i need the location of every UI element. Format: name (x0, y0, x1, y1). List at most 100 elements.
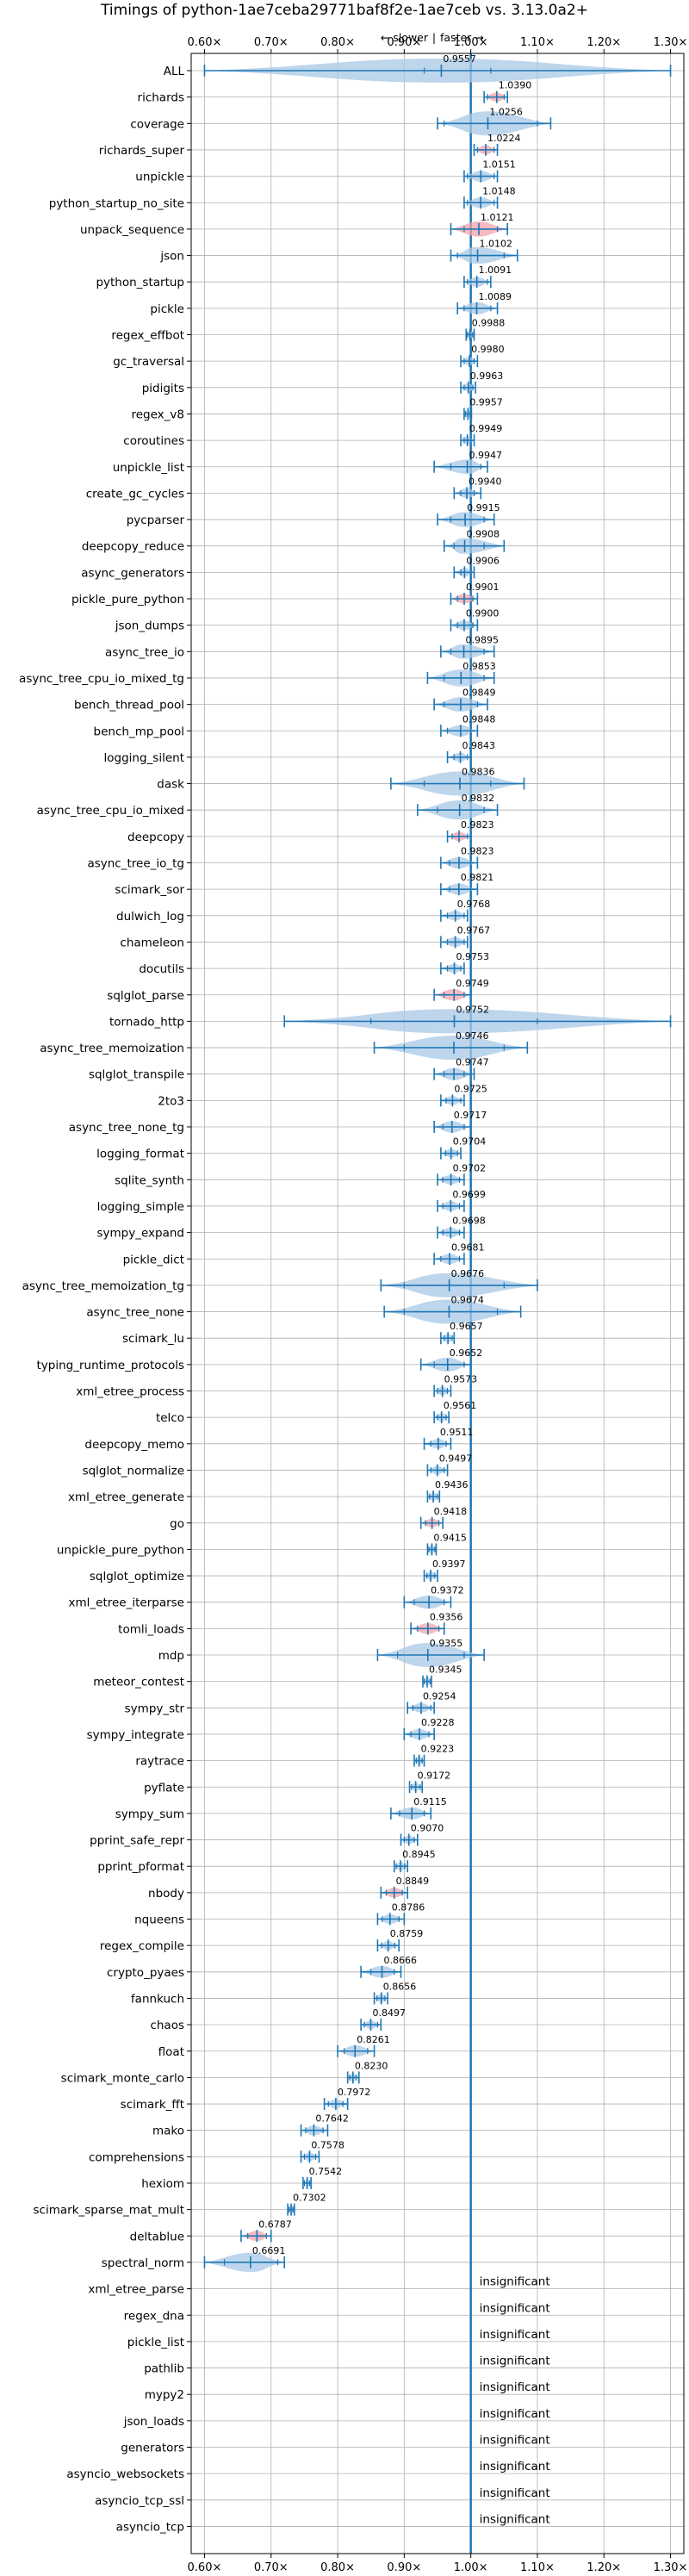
benchmark-label: async_tree_io (105, 645, 184, 659)
violin-value-label: 0.9908 (467, 529, 500, 540)
violin-value-label: 0.9557 (443, 53, 476, 65)
violin: 0.9557 (203, 53, 672, 83)
violin-value-label: 0.9676 (451, 1268, 485, 1279)
violin: 0.6787 (240, 2218, 292, 2243)
benchmark-label: sympy_str (125, 1702, 185, 1715)
benchmark-label: spectral_norm (102, 2256, 184, 2270)
violin-value-label: 0.9652 (450, 1347, 483, 1359)
benchmark-label: json (159, 250, 184, 264)
violin-value-label: 0.9657 (450, 1321, 483, 1332)
benchmark-label: nbody (148, 1887, 184, 1901)
benchmark-label: xml_etree_generate (68, 1490, 184, 1504)
benchmark-label: asyncio_tcp_ssl (95, 2494, 184, 2508)
benchmark-label: async_tree_cpu_io_mixed_tg (19, 672, 184, 686)
violin-value-label: 0.9823 (461, 819, 494, 831)
violin: 0.9497 (426, 1453, 472, 1477)
x-tick-label-bottom: 0.90× (387, 2561, 421, 2574)
violin-value-label: 0.9988 (472, 318, 506, 329)
violin: 0.9652 (419, 1347, 483, 1372)
violin-value-label: 0.8849 (396, 1876, 430, 1887)
benchmark-label: deepcopy (127, 831, 184, 844)
benchmark-label: sqlglot_optimize (90, 1570, 184, 1584)
benchmark-label: pprint_safe_repr (90, 1834, 184, 1848)
violin: 0.9752 (283, 1004, 672, 1034)
violin-value-label: 1.0390 (499, 80, 532, 91)
violin-value-label: 0.9704 (453, 1136, 487, 1148)
violin-value-label: 0.9848 (462, 713, 496, 725)
violin: 0.9070 (400, 1823, 444, 1846)
benchmark-label: pickle_list (127, 2336, 184, 2349)
insignificant-label: insignificant (480, 2380, 550, 2394)
benchmark-label: xml_etree_iterparse (69, 1596, 185, 1610)
benchmark-label: coroutines (123, 434, 184, 448)
benchmark-label: async_tree_none (86, 1306, 184, 1320)
benchmark-label: pyflate (144, 1781, 184, 1795)
chart-title: Timings of python-1ae7ceba29771baf8f2e-1… (100, 2, 588, 19)
violin-value-label: 0.9901 (466, 582, 500, 593)
violin-value-label: 0.9940 (469, 476, 502, 487)
x-tick-label-bottom: 0.60× (188, 2561, 222, 2574)
violin: 0.9115 (390, 1796, 447, 1820)
violin-value-label: 0.9836 (462, 767, 495, 778)
benchmark-label: pprint_pformat (97, 1860, 184, 1874)
benchmark-label: deepcopy_memo (84, 1438, 184, 1452)
violin-value-label: 0.9725 (454, 1083, 487, 1094)
violin-value-label: 0.7578 (311, 2139, 344, 2150)
benchmark-label: asyncio_websockets (66, 2467, 184, 2481)
benchmark-label: regex_effbot (111, 329, 184, 343)
insignificant-label: insignificant (480, 2301, 550, 2315)
violin-value-label: 1.0256 (489, 106, 523, 117)
benchmark-label: tornado_http (109, 1015, 184, 1029)
violin: 0.8656 (373, 1981, 417, 2005)
violin: 0.9901 (450, 582, 499, 605)
x-tick-label-bottom: 0.70× (254, 2561, 289, 2574)
violin-value-label: 0.8945 (402, 1849, 436, 1860)
violin: 1.0256 (437, 106, 552, 136)
insignificant-label: insignificant (480, 2407, 550, 2421)
violin-value-label: 0.8230 (355, 2060, 388, 2071)
violin: 0.9957 (463, 396, 503, 420)
violin-value-label: 1.0102 (480, 239, 513, 250)
x-tick-label-bottom: 1.20× (587, 2561, 621, 2574)
violin: 0.9561 (433, 1400, 476, 1424)
benchmark-label: raytrace (135, 1755, 184, 1769)
benchmark-label: nqueens (134, 1913, 184, 1927)
violin-value-label: 0.6691 (252, 2245, 286, 2256)
benchmark-label: bench_thread_pool (74, 699, 184, 712)
x-tick-label-top: 1.30× (654, 36, 688, 49)
violin: 1.0148 (463, 185, 516, 209)
benchmark-label: pickle_pure_python (71, 593, 184, 607)
benchmark-label: unpickle_list (113, 461, 184, 475)
benchmark-label: crypto_pyaes (107, 1966, 184, 1980)
benchmark-label: async_generators (81, 566, 184, 580)
violin: 0.9345 (422, 1664, 462, 1688)
benchmark-label: docutils (139, 962, 184, 976)
benchmark-label: scimark_lu (122, 1332, 184, 1346)
violin: 0.9228 (403, 1717, 454, 1740)
violin: 0.9681 (433, 1241, 484, 1266)
benchmark-label: regex_compile (100, 1939, 184, 1953)
violin-value-label: 0.9698 (452, 1216, 486, 1227)
violin-value-label: 0.9749 (456, 978, 489, 989)
violin: 0.7972 (323, 2087, 370, 2111)
violin-value-label: 0.9345 (429, 1664, 462, 1676)
benchmark-label: json_loads (123, 2415, 184, 2429)
violin-value-label: 0.9415 (433, 1532, 466, 1543)
benchmark-label: go (170, 1517, 184, 1531)
violin-value-label: 0.9254 (423, 1690, 456, 1702)
violin-value-label: 0.8666 (384, 1955, 418, 1966)
benchmark-label: richards_super (99, 144, 185, 158)
benchmark-label: sqlglot_parse (107, 989, 184, 1003)
violin: 0.9355 (376, 1638, 485, 1667)
violin-value-label: 0.9843 (462, 740, 496, 751)
violin: 0.9397 (423, 1559, 466, 1583)
benchmark-label: mypy2 (145, 2388, 184, 2402)
violin: 0.7578 (300, 2139, 344, 2163)
violin: 0.9254 (407, 1690, 456, 1714)
violin: 1.0151 (463, 159, 516, 183)
violin: 0.9963 (460, 370, 503, 394)
benchmark-label: 2to3 (158, 1094, 184, 1108)
violin-value-label: 0.8656 (383, 1981, 417, 1992)
violin-value-label: 0.7542 (309, 2166, 343, 2177)
